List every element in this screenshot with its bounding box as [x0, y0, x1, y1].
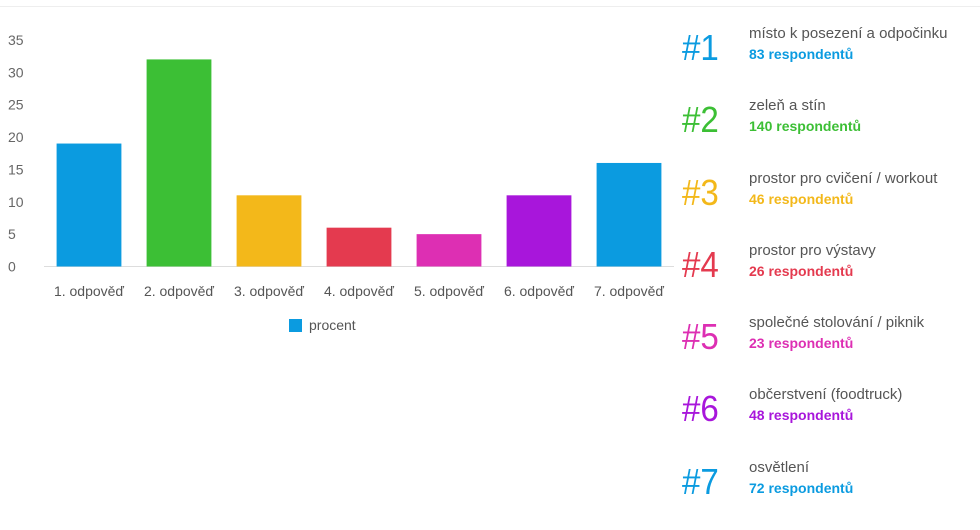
rank-label: prostor pro výstavy — [749, 241, 876, 259]
bar — [326, 227, 392, 267]
rank-label: společné stolování / piknik — [749, 314, 925, 332]
rank-number: #1 — [682, 27, 719, 68]
rank-count: 23 respondentů — [749, 335, 854, 352]
bar-chart: 0 5 10 15 20 25 30 35 1. odpověď 2. odpověď 3. od… — [8, 32, 674, 333]
rank-label: místo k posezení a odpočinku — [749, 25, 948, 42]
bar — [596, 162, 662, 267]
x-category-label: 5. odpověď — [414, 283, 484, 299]
rank-count: 83 respondentů — [749, 46, 854, 62]
x-category-label: 3. odpověď — [234, 283, 304, 299]
rank-label: občerstvení (foodtruck) — [749, 386, 903, 404]
bar — [56, 143, 122, 267]
rank-count: 46 respondentů — [749, 190, 854, 207]
legend-label: procent — [309, 317, 356, 333]
ranking-list: #1 místo k posezení a odpočinku 83 respond… — [682, 24, 980, 530]
x-category-label: 6. odpověď — [504, 283, 574, 299]
ranking-item: #4 prostor pro výstavy 26 respondentů — [682, 241, 980, 313]
y-tick-label: 35 — [8, 32, 24, 48]
x-category-label: 2. odpověď — [144, 283, 214, 299]
chart-legend[interactable]: procent — [289, 317, 356, 333]
bar — [416, 234, 482, 267]
bar — [146, 59, 212, 267]
rank-count: 26 respondentů — [749, 262, 854, 279]
y-tick-label: 30 — [8, 64, 24, 80]
ranking-item: #6 občerstvení (foodtruck) 48 respondentů — [682, 385, 980, 457]
rank-label: osvětlení — [749, 458, 810, 476]
top-divider — [0, 6, 980, 7]
rank-number: #6 — [682, 388, 719, 430]
x-category-label: 4. odpověď — [324, 283, 394, 299]
y-tick-label: 25 — [8, 97, 24, 113]
ranking-item: #3 prostor pro cvičení / workout 46 respon… — [682, 169, 980, 241]
x-axis-labels: 1. odpověď 2. odpověď 3. odpověď 4. odpověď… — [54, 283, 664, 299]
rank-label: prostor pro cvičení / workout — [749, 169, 938, 187]
x-category-label: 7. odpověď — [594, 283, 664, 299]
ranking-item: #1 místo k posezení a odpočinku 83 respond… — [682, 24, 980, 96]
bar — [236, 195, 302, 267]
y-tick-label: 20 — [8, 129, 24, 145]
y-axis-ticks: 0 5 10 15 20 25 30 35 — [8, 32, 24, 275]
y-tick-label: 10 — [8, 194, 24, 210]
rank-count: 48 respondentů — [749, 407, 854, 424]
ranking-item: #2 zeleň a stín 140 respondentů — [682, 96, 980, 168]
rank-count: 72 respondentů — [749, 479, 854, 496]
y-tick-label: 5 — [8, 226, 16, 242]
x-category-label: 1. odpověď — [54, 283, 124, 299]
ranking-item: #5 společné stolování / piknik 23 responde… — [682, 313, 980, 385]
rank-count: 140 respondentů — [749, 118, 862, 135]
rank-label: zeleň a stín — [749, 97, 826, 115]
y-tick-label: 0 — [8, 259, 16, 275]
bar — [506, 195, 572, 267]
y-tick-label: 15 — [8, 161, 24, 177]
legend-swatch — [289, 319, 302, 332]
rank-number: #3 — [682, 171, 719, 213]
rank-number: #2 — [682, 99, 719, 141]
rank-number: #5 — [682, 316, 719, 358]
ranking-item: #7 osvětlení 72 respondentů — [682, 458, 980, 530]
rank-number: #4 — [682, 243, 719, 285]
bars — [56, 59, 662, 267]
rank-number: #7 — [682, 460, 719, 502]
